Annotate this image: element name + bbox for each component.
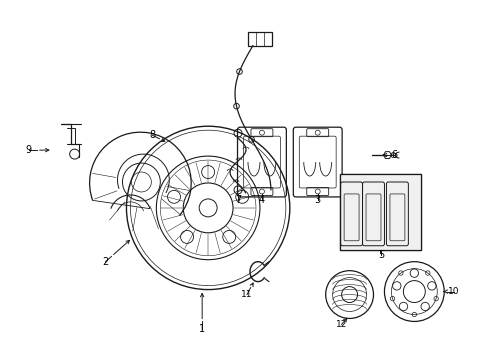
Text: 2: 2	[102, 257, 108, 267]
Text: 3: 3	[314, 195, 320, 205]
Bar	[339, 174, 421, 250]
Text: 11: 11	[241, 290, 252, 299]
Text: 12: 12	[335, 320, 346, 329]
Text: 4: 4	[258, 195, 264, 205]
Text: 10: 10	[447, 287, 459, 296]
Text: 6: 6	[390, 150, 397, 160]
Text: 8: 8	[149, 130, 155, 140]
Text: 5: 5	[378, 250, 384, 260]
Text: 9: 9	[26, 145, 32, 155]
Bar	[339, 174, 421, 250]
Text: 7: 7	[234, 195, 241, 205]
Bar	[339, 174, 421, 250]
Bar	[247, 32, 271, 45]
Text: 1: 1	[199, 324, 205, 334]
